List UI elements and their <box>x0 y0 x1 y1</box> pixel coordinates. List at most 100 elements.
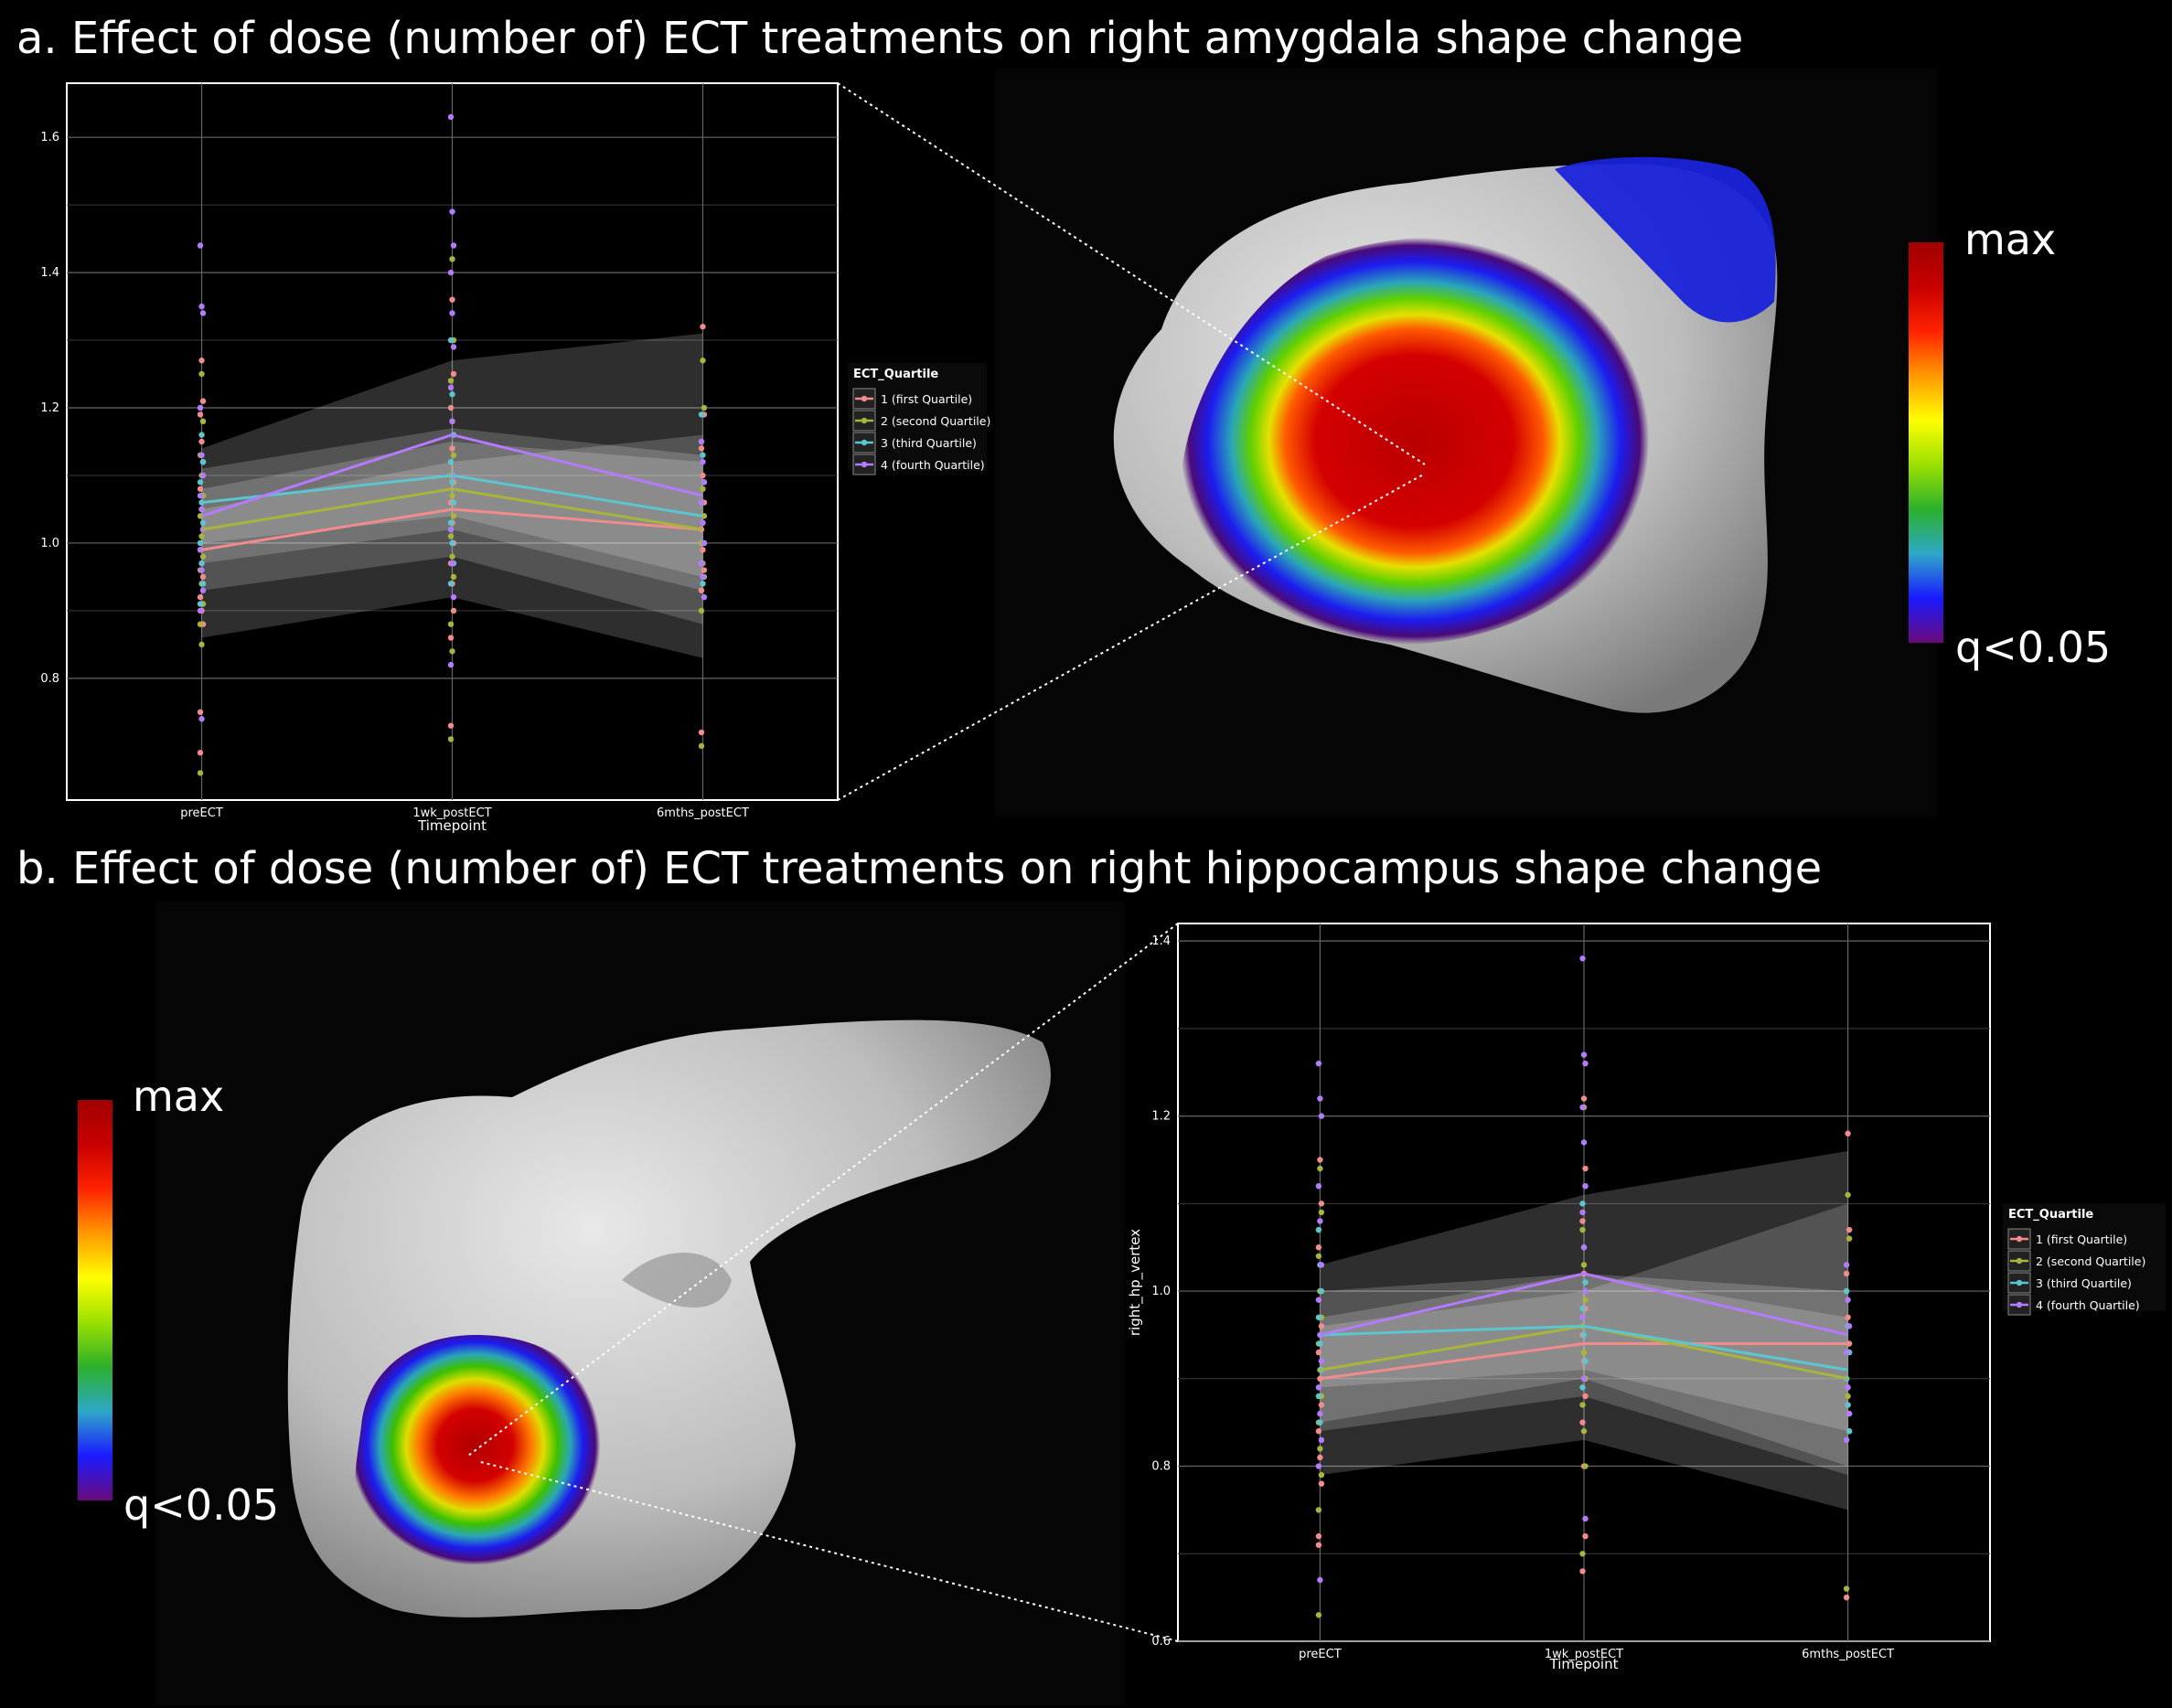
data-point <box>199 553 207 560</box>
legend-key-point <box>861 395 868 402</box>
amygdala-colorbar-max-label: max <box>1964 215 2056 264</box>
x-tick-label: preECT <box>180 806 223 820</box>
data-point <box>1846 1428 1853 1435</box>
data-point <box>199 458 207 465</box>
data-point <box>1317 1340 1323 1347</box>
series-mean-line <box>201 433 703 518</box>
data-point <box>198 533 205 539</box>
data-point <box>700 547 706 553</box>
data-point <box>700 458 706 465</box>
data-point <box>1846 1235 1853 1242</box>
data-point <box>198 358 205 364</box>
data-point <box>701 479 708 486</box>
data-point <box>1579 1419 1586 1425</box>
data-point <box>1315 1182 1322 1190</box>
data-point <box>447 378 455 384</box>
data-point <box>1843 1270 1850 1277</box>
data-point <box>700 581 706 587</box>
data-point <box>1580 1349 1588 1356</box>
data-point <box>447 458 455 465</box>
data-point <box>1845 1297 1851 1303</box>
data-point <box>198 438 205 445</box>
data-point <box>1843 1594 1850 1601</box>
data-point <box>1580 1139 1588 1146</box>
data-point <box>1579 1226 1586 1233</box>
data-point <box>447 635 455 641</box>
confidence-band <box>1320 1273 1848 1467</box>
panel-b-title: b. Effect of dose (number of) ECT treatm… <box>16 843 1823 894</box>
data-point <box>700 452 706 458</box>
y-tick-label: 1.4 <box>1151 934 1171 948</box>
hippocampus-colorbar-min-label: q<0.05 <box>123 1480 279 1530</box>
legend-title: ECT_Quartile <box>853 368 938 381</box>
data-point <box>450 242 457 249</box>
hippocampus-chart: 0.6 0.8 1.0 1.2 1.4 preECT 1wk_postECT 6mths_po… <box>1127 923 2166 1672</box>
data-point <box>1315 1532 1322 1540</box>
data-point <box>1579 1314 1586 1320</box>
data-point <box>1580 1051 1588 1058</box>
data-point <box>1845 1191 1851 1198</box>
data-point <box>449 445 455 452</box>
data-point <box>1582 1279 1589 1286</box>
x-axis-title: Timepoint <box>1549 1656 1619 1672</box>
y-axis-title: right_hp_vertex <box>1127 1229 1144 1336</box>
data-point <box>447 736 455 742</box>
legend-key-point <box>861 417 868 424</box>
data-point <box>197 404 204 411</box>
data-point <box>698 411 705 418</box>
data-point <box>198 303 205 310</box>
data-point <box>198 370 205 378</box>
data-point <box>1315 1314 1322 1320</box>
data-point <box>698 607 705 614</box>
data-point <box>1317 1095 1323 1102</box>
data-point <box>701 513 708 519</box>
data-point <box>1317 1157 1323 1163</box>
hippocampus-colorbar-max-label: max <box>133 1072 224 1121</box>
y-tick-label: 1.6 <box>40 131 59 144</box>
data-point <box>1318 1471 1325 1478</box>
data-point <box>450 573 457 581</box>
legend-label: 4 (fourth Quartile) <box>881 458 985 472</box>
data-point <box>197 601 204 607</box>
data-point <box>449 418 455 425</box>
data-point <box>1845 1384 1851 1391</box>
data-point <box>197 492 204 499</box>
legend: ECT_Quartile 1 (first Quartile) 2 (second … <box>848 363 990 475</box>
data-point <box>1315 1393 1322 1400</box>
x-tick-label: 1wk_postECT <box>412 806 491 820</box>
data-point <box>1579 1306 1586 1312</box>
legend-key-point <box>2016 1257 2023 1265</box>
data-point <box>447 533 455 539</box>
data-point <box>447 519 455 526</box>
series-mean-line <box>201 487 703 531</box>
data-point <box>1582 1393 1589 1400</box>
data-point <box>1580 1262 1588 1268</box>
data-point <box>1582 1463 1589 1469</box>
series-mean-line <box>1320 1324 1848 1372</box>
data-point <box>447 404 455 411</box>
data-point <box>1318 1402 1325 1408</box>
data-point <box>197 709 204 716</box>
data-point <box>1318 1262 1325 1268</box>
data-point <box>449 560 455 567</box>
data-point <box>1318 1287 1325 1295</box>
data-point <box>1579 1402 1586 1408</box>
data-point <box>1317 1576 1323 1584</box>
data-point <box>197 242 204 249</box>
data-point <box>1315 1226 1322 1233</box>
hippocampus-colorbar: max q<0.05 <box>78 1072 279 1530</box>
y-tick-label: 0.6 <box>1151 1635 1171 1649</box>
data-point <box>199 398 207 404</box>
data-point <box>197 621 204 627</box>
data-point <box>450 452 457 458</box>
data-point <box>1845 1130 1851 1137</box>
data-point <box>447 384 455 391</box>
data-point <box>1582 1297 1589 1303</box>
data-point <box>1846 1340 1853 1347</box>
data-point <box>1843 1287 1850 1295</box>
data-point <box>1315 1463 1322 1469</box>
data-point <box>698 587 705 593</box>
data-point <box>1580 1428 1588 1435</box>
data-point <box>698 742 705 750</box>
